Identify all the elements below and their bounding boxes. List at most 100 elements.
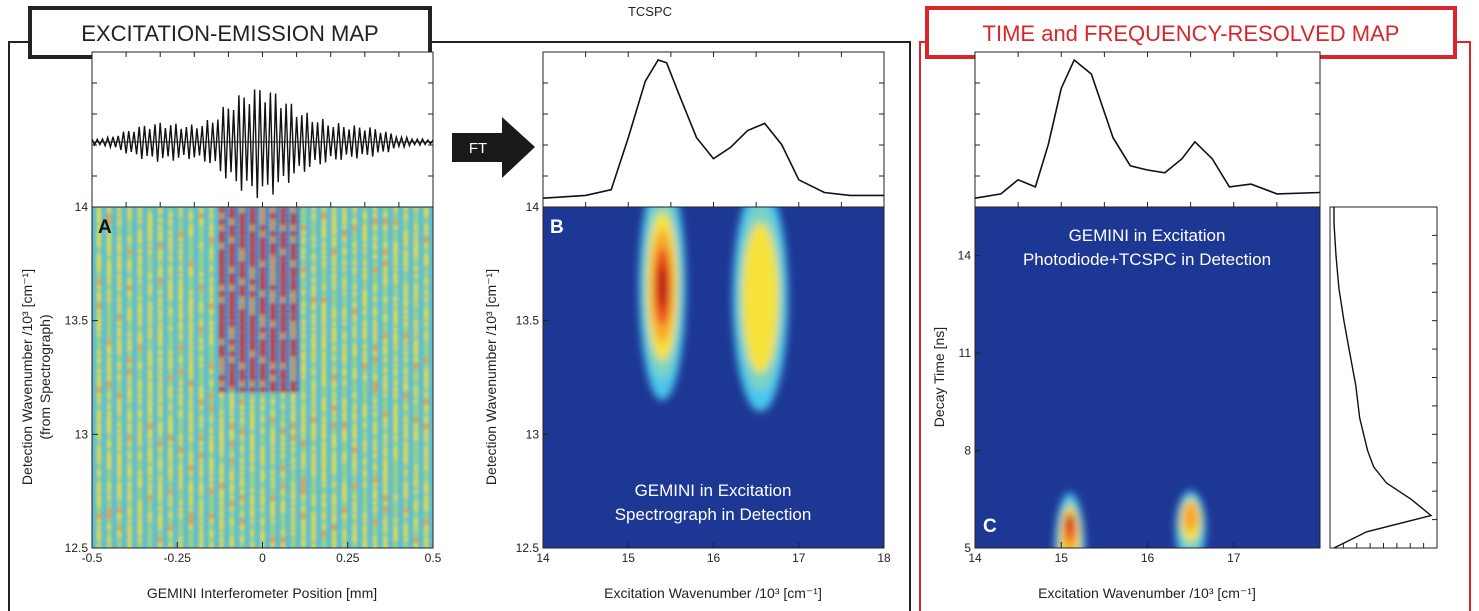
panel-a-fringe-cell <box>311 345 316 351</box>
panel-a-fringe-cell <box>311 285 316 291</box>
panel-a-fringe-cell <box>168 267 173 273</box>
panel-a-fringe-cell <box>224 297 228 302</box>
panel-a-fringe-cell <box>168 237 173 243</box>
panel-a-fringe-cell <box>331 273 337 279</box>
panel-a-fringe-cell <box>157 285 163 292</box>
panel-a-fringe-cell <box>260 303 265 311</box>
panel-a-fringe-cell <box>239 525 245 531</box>
panel-a-fringe-cell <box>147 489 153 495</box>
panel-a-fringe-cell <box>383 273 388 279</box>
panel-a-fringe-cell <box>106 213 112 220</box>
panel-a-fringe-cell <box>321 315 327 321</box>
panel-a-fringe-cell <box>352 375 357 380</box>
panel-a-fringe-cell <box>245 249 249 254</box>
panel-a-fringe-cell <box>198 279 204 284</box>
panel-a-fringe-cell <box>372 465 378 471</box>
panel-a-fringe-cell <box>393 531 398 538</box>
panel-a-fringe-cell <box>290 477 296 485</box>
panel-a-fringe-cell <box>198 339 204 344</box>
panel-a-fringe-cell <box>127 513 132 518</box>
panel-a-fringe-cell <box>403 369 408 374</box>
panel-a-fringe-cell <box>393 231 398 239</box>
panel-a-fringe-cell <box>157 207 163 214</box>
panel-a-fringe-cell <box>250 381 255 386</box>
panel-a-fringe-cell <box>342 303 347 311</box>
panel-a-fringe-cell <box>290 393 296 399</box>
panel-a-fringe-cell <box>224 285 228 290</box>
panel-a-fringe-cell <box>321 351 327 357</box>
panel-a-fringe-cell <box>117 387 122 394</box>
panel-a-fringe-cell <box>275 315 279 320</box>
panel-a-fringe-cell <box>270 291 275 296</box>
panel-a-fringe-cell <box>286 369 290 374</box>
panel-a-fringe-cell <box>96 261 102 267</box>
panel-a-fringe-cell <box>275 243 279 248</box>
panel-a-fringe-cell <box>301 423 306 429</box>
panel-a-fringe-cell <box>157 393 163 399</box>
panel-a-fringe-cell <box>270 225 275 230</box>
panel-a-fringe-cell <box>168 339 173 346</box>
panel-a-fringe-cell <box>245 279 249 284</box>
panel-a-fringe-cell <box>393 489 398 496</box>
panel-a-fringe-cell <box>234 297 238 302</box>
panel-a-fringe-cell <box>127 255 132 262</box>
panel-a-fringe-cell <box>413 369 419 377</box>
panel-a-fringe-cell <box>275 375 279 380</box>
panel-a-fringe-cell <box>229 393 235 399</box>
panel-a-fringe-cell <box>250 501 255 506</box>
panel-a-fringe-cell <box>157 231 163 238</box>
panel-a-fringe-cell <box>168 249 173 254</box>
panel-a-fringe-cell <box>260 333 265 339</box>
panel-a-fringe-cell <box>393 237 398 245</box>
panel-a-fringe-cell <box>188 423 194 430</box>
panel-a-fringe-cell <box>147 393 153 399</box>
panel-a-fringe-cell <box>117 291 122 298</box>
panel-a-fringe-cell <box>393 243 398 250</box>
panel-a-fringe-cell <box>270 423 275 430</box>
panel-a-fringe-cell <box>301 255 306 260</box>
panel-a-fringe-cell <box>342 267 347 272</box>
panel-a-fringe-cell <box>311 507 316 515</box>
panel-a-fringe-cell <box>265 369 269 374</box>
panel-a-fringe-cell <box>321 213 327 220</box>
panel-a-fringe-cell <box>117 381 122 389</box>
panel-a-fringe-cell <box>178 423 183 431</box>
panel-a-fringe-cell <box>280 303 286 310</box>
panel-a-fringe-cell <box>219 447 224 453</box>
panel-a-fringe-cell <box>403 483 408 489</box>
panel-a-fringe-cell <box>229 273 235 280</box>
panel-a-fringe-cell <box>290 465 296 470</box>
panel-a-fringe-cell <box>296 261 300 266</box>
panel-a-fringe-cell <box>286 333 290 338</box>
panel-a-fringe-cell <box>137 453 142 460</box>
panel-a-fringe-cell <box>270 213 275 221</box>
panel-a-fringe-cell <box>423 291 429 296</box>
panel-a-fringe-cell <box>342 231 347 238</box>
panel-a-fringe-cell <box>127 411 132 418</box>
panel-a-fringe-cell <box>127 297 132 304</box>
panel-a-fringe-cell <box>275 219 279 224</box>
panel-a-fringe-cell <box>239 333 245 341</box>
panel-a-fringe-cell <box>229 447 235 455</box>
panel-a-fringe-cell <box>157 381 163 387</box>
panel-a-fringe-cell <box>331 357 337 362</box>
panel-a-fringe-cell <box>270 309 275 316</box>
panel-a-fringe-cell <box>270 501 275 507</box>
panel-a-fringe-cell <box>321 405 327 412</box>
panel-c-right-ticks <box>1342 234 1437 548</box>
panel-a-fringe-cell <box>106 465 112 470</box>
right-section-title: TIME and FREQUENCY-RESOLVED MAP <box>983 21 1400 46</box>
panel-a-fringe-cell <box>393 309 398 315</box>
panel-a-fringe-cell <box>331 381 337 388</box>
panel-a-fringe-cell <box>362 525 368 531</box>
panel-a-fringe-cell <box>286 213 290 218</box>
panel-b-y-tick-label: 12.5 <box>516 541 540 555</box>
panel-a-fringe-cell <box>372 261 378 269</box>
panel-a-fringe-cell <box>280 423 286 428</box>
panel-a-fringe-cell <box>198 315 204 322</box>
panel-a-fringe-cell <box>147 483 153 489</box>
panel-a-fringe-cell <box>393 417 398 423</box>
panel-a-fringe-cell <box>342 309 347 315</box>
panel-a-fringe-cell <box>311 405 316 410</box>
panel-a-fringe-cell <box>137 279 142 284</box>
